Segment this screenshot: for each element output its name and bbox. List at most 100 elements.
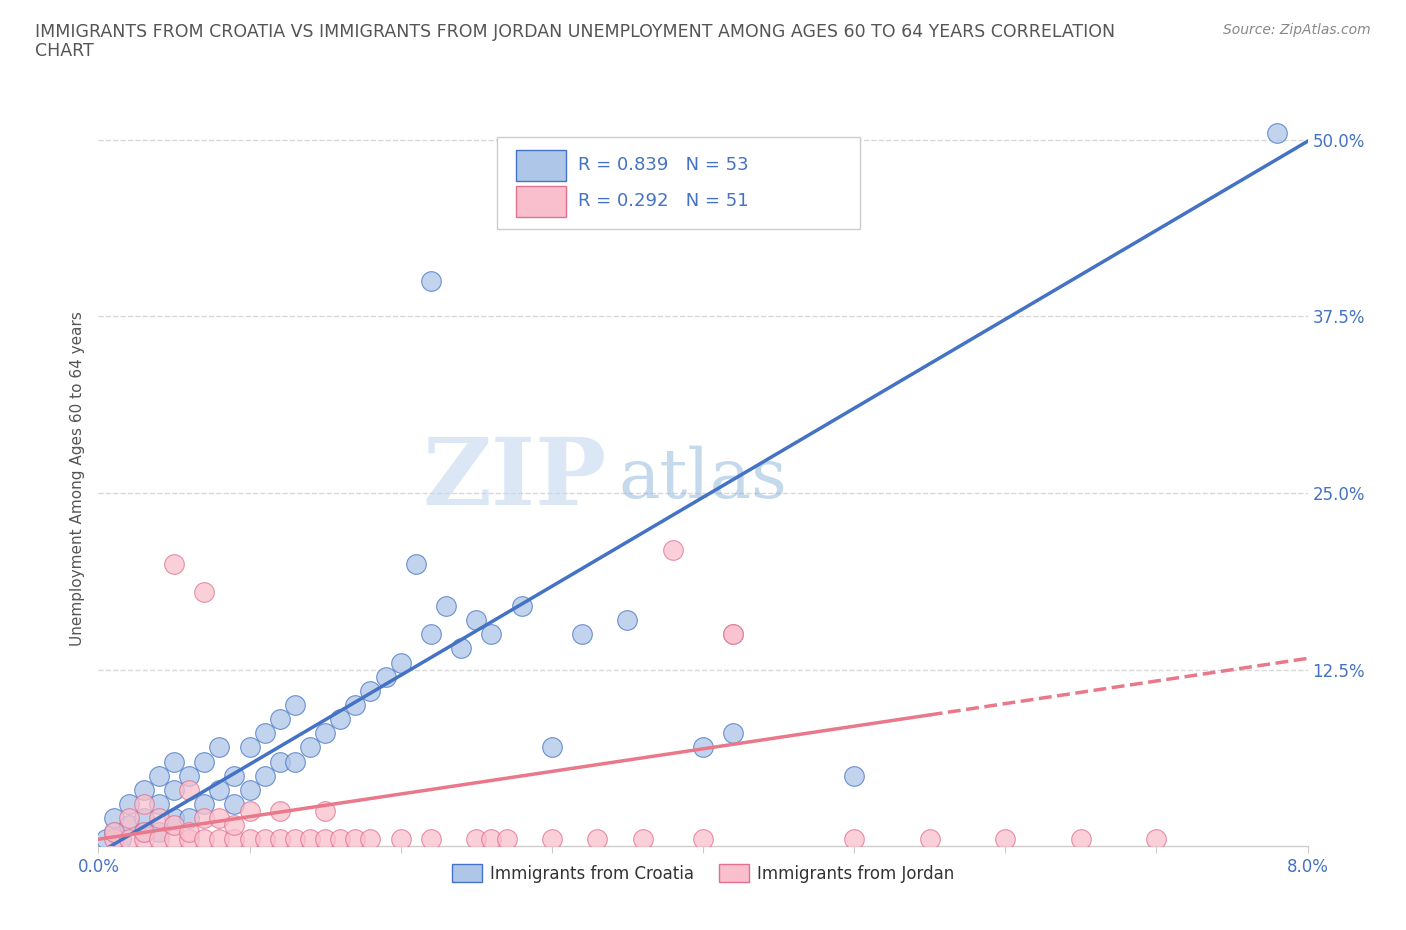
Point [420,831,443,846]
Point [420,627,443,642]
FancyBboxPatch shape [498,138,860,229]
Point [163,831,186,846]
Point [994,831,1017,846]
Point [269,804,291,818]
Point [284,754,307,769]
Point [148,796,170,811]
Point [434,599,457,614]
Point [661,542,683,557]
Point [723,627,745,642]
Point [420,273,443,288]
Point [723,627,745,642]
Point [224,768,246,783]
Point [148,831,170,846]
Point [132,831,155,846]
Point [208,782,231,797]
Point [132,825,155,840]
Point [344,698,367,712]
Point [1146,831,1168,846]
Text: ZIP: ZIP [422,434,606,524]
Point [571,627,593,642]
Text: IMMIGRANTS FROM CROATIA VS IMMIGRANTS FROM JORDAN UNEMPLOYMENT AMONG AGES 60 TO : IMMIGRANTS FROM CROATIA VS IMMIGRANTS FR… [35,23,1115,41]
Point [1267,126,1289,140]
Point [118,811,141,826]
Point [148,825,170,840]
Point [450,641,472,656]
Point [540,740,562,755]
Point [163,817,186,832]
Text: R = 0.292   N = 51: R = 0.292 N = 51 [578,193,749,210]
Point [179,768,201,783]
Point [329,711,352,726]
Point [103,825,125,840]
Point [692,740,714,755]
Point [284,831,307,846]
Point [389,656,412,671]
Point [208,831,231,846]
Point [481,627,503,642]
Point [148,811,170,826]
Text: CHART: CHART [35,42,94,60]
Point [239,740,262,755]
Point [284,698,307,712]
Point [510,599,533,614]
Point [179,825,201,840]
Point [1070,831,1092,846]
Point [481,831,503,846]
Point [269,754,291,769]
FancyBboxPatch shape [516,186,567,217]
Point [132,796,155,811]
Point [314,831,336,846]
Point [631,831,654,846]
Point [208,811,231,826]
Point [465,613,488,628]
Point [692,831,714,846]
Point [540,831,562,846]
Point [224,817,246,832]
Point [253,725,276,740]
Point [193,585,215,600]
Point [94,831,117,846]
Text: Source: ZipAtlas.com: Source: ZipAtlas.com [1223,23,1371,37]
Point [314,725,336,740]
Y-axis label: Unemployment Among Ages 60 to 64 years: Unemployment Among Ages 60 to 64 years [69,312,84,646]
Point [224,831,246,846]
Point [179,831,201,846]
Text: R = 0.839   N = 53: R = 0.839 N = 53 [578,156,749,174]
Point [163,754,186,769]
Point [118,817,141,832]
Point [253,768,276,783]
Point [918,831,941,846]
Point [299,831,322,846]
Point [103,811,125,826]
Point [132,825,155,840]
Point [586,831,609,846]
Point [405,556,427,571]
Point [844,768,866,783]
Text: atlas: atlas [619,445,787,512]
Point [344,831,367,846]
FancyBboxPatch shape [516,150,567,180]
Point [118,831,141,846]
Point [110,831,132,846]
Point [269,831,291,846]
Point [374,670,396,684]
Point [193,796,215,811]
Point [360,684,382,698]
Point [389,831,412,846]
Point [163,782,186,797]
Point [465,831,488,846]
Point [314,804,336,818]
Point [253,831,276,846]
Point [844,831,866,846]
Point [193,811,215,826]
Point [118,796,141,811]
Point [269,711,291,726]
Point [239,782,262,797]
Point [239,804,262,818]
Point [163,811,186,826]
Point [193,831,215,846]
Point [495,831,517,846]
Point [360,831,382,846]
Point [163,556,186,571]
